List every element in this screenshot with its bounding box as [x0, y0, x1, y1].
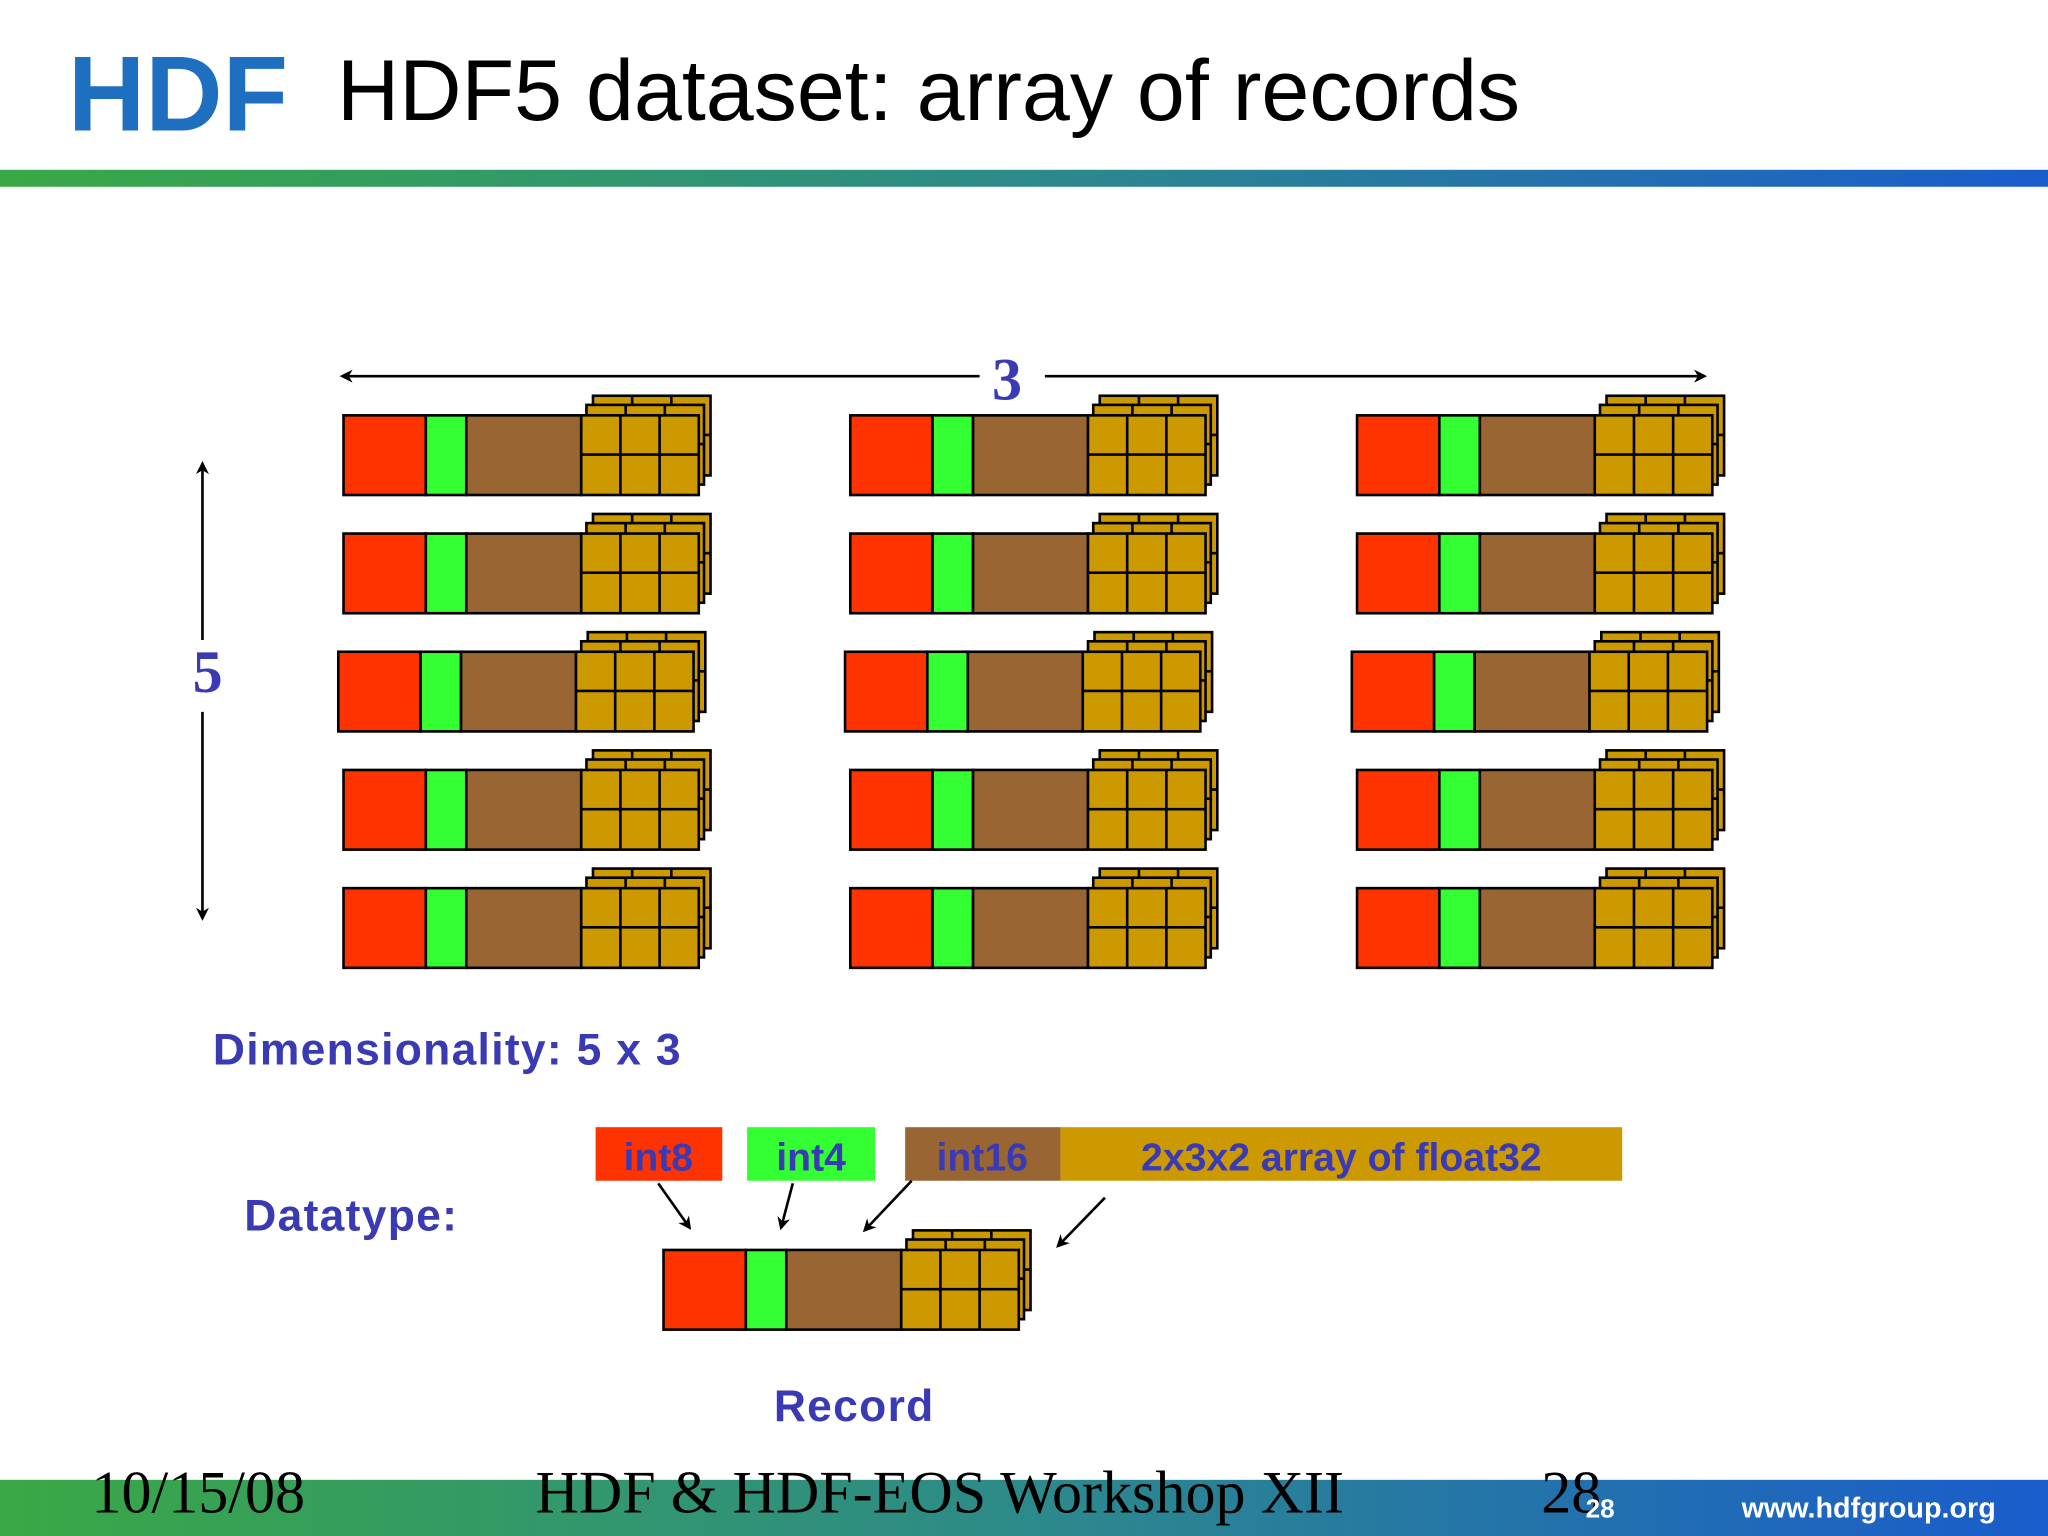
- int8-block: [342, 768, 428, 851]
- record: [1355, 512, 1726, 615]
- record: [1355, 394, 1726, 497]
- record: [342, 512, 712, 615]
- records-grid: [336, 394, 1726, 970]
- footer-event: HDF & HDF-EOS Workshop XII: [536, 1458, 1344, 1525]
- int4-block: [424, 886, 468, 970]
- int16-block: [971, 768, 1090, 851]
- int16-block: [1473, 650, 1591, 733]
- url: www.hdfgroup.org: [1741, 1493, 1996, 1525]
- int8-block: [848, 886, 934, 970]
- field-box: [747, 1127, 876, 1181]
- int4-block: [1438, 532, 1482, 615]
- int16-block: [464, 768, 583, 851]
- int16-block: [464, 532, 583, 615]
- footer-page: 28: [1541, 1458, 1601, 1525]
- arrow: [777, 1183, 795, 1231]
- int4-block: [931, 768, 975, 851]
- int4-block: [424, 414, 468, 497]
- footer-bar: [0, 1479, 2048, 1536]
- record: [1355, 867, 1726, 970]
- field-box: [595, 1127, 723, 1181]
- record: [342, 867, 712, 970]
- logo: HDF: [68, 34, 288, 154]
- field-box: [1060, 1127, 1623, 1181]
- field-label: int16: [936, 1136, 1027, 1179]
- record: [843, 630, 1214, 733]
- field-box: [905, 1127, 1061, 1181]
- int16-block: [971, 532, 1090, 615]
- int4-block: [1438, 768, 1482, 851]
- int4-block: [931, 886, 975, 970]
- int8-block: [1355, 768, 1441, 851]
- rows-label: 5: [193, 638, 223, 705]
- int16-block: [971, 886, 1090, 970]
- record: [848, 749, 1219, 851]
- int16-block: [784, 1248, 903, 1331]
- int8-block: [342, 414, 428, 497]
- record: [662, 1229, 1032, 1331]
- int8-block: [848, 768, 934, 851]
- record: [1350, 630, 1721, 733]
- arrow: [862, 1179, 913, 1233]
- int16-block: [464, 414, 583, 497]
- int16-block: [966, 650, 1085, 733]
- int4-block: [1438, 414, 1482, 497]
- int4-block: [419, 650, 463, 733]
- int4-block: [744, 1248, 788, 1331]
- int4-block: [424, 768, 468, 851]
- int4-block: [926, 650, 970, 733]
- int16-block: [971, 414, 1090, 497]
- record: [1355, 749, 1726, 851]
- int4-block: [1432, 650, 1476, 733]
- datatype-label: Datatype:: [244, 1191, 458, 1240]
- footer-date: 10/15/08: [91, 1458, 305, 1525]
- arrow: [657, 1182, 692, 1230]
- int4-block: [1438, 886, 1482, 970]
- int8-block: [848, 414, 934, 497]
- int4-block: [931, 532, 975, 615]
- title: HDF5 dataset: array of records: [337, 43, 1520, 139]
- slide-number: 28: [1586, 1494, 1615, 1524]
- int8-block: [1355, 414, 1441, 497]
- record: [342, 394, 712, 497]
- cols-label: 3: [992, 346, 1022, 413]
- int8-block: [342, 886, 428, 970]
- int8-block: [843, 650, 929, 733]
- int8-block: [662, 1248, 748, 1331]
- int8-block: [848, 532, 934, 615]
- int8-block: [1355, 886, 1441, 970]
- int8-block: [336, 650, 422, 733]
- int16-block: [1478, 414, 1597, 497]
- int16-block: [1478, 768, 1597, 851]
- field-label: 2x3x2 array of float32: [1141, 1136, 1542, 1179]
- record: [336, 630, 707, 733]
- record: [848, 394, 1219, 497]
- int4-block: [424, 532, 468, 615]
- dimensionality: Dimensionality: 5 x 3: [213, 1025, 682, 1074]
- field-label: int8: [623, 1136, 693, 1179]
- record: [848, 867, 1219, 970]
- int16-block: [464, 886, 583, 970]
- int8-block: [1350, 650, 1436, 733]
- record-label: Record: [774, 1382, 935, 1431]
- field-label: int4: [776, 1136, 846, 1179]
- record: [342, 749, 712, 851]
- int8-block: [1355, 532, 1441, 615]
- int16-block: [459, 650, 578, 733]
- int16-block: [1478, 886, 1597, 970]
- record: [848, 512, 1219, 615]
- arrow: [1056, 1196, 1106, 1248]
- header-rule: [0, 169, 2048, 187]
- int16-block: [1478, 532, 1597, 615]
- int8-block: [342, 532, 428, 615]
- int4-block: [931, 414, 975, 497]
